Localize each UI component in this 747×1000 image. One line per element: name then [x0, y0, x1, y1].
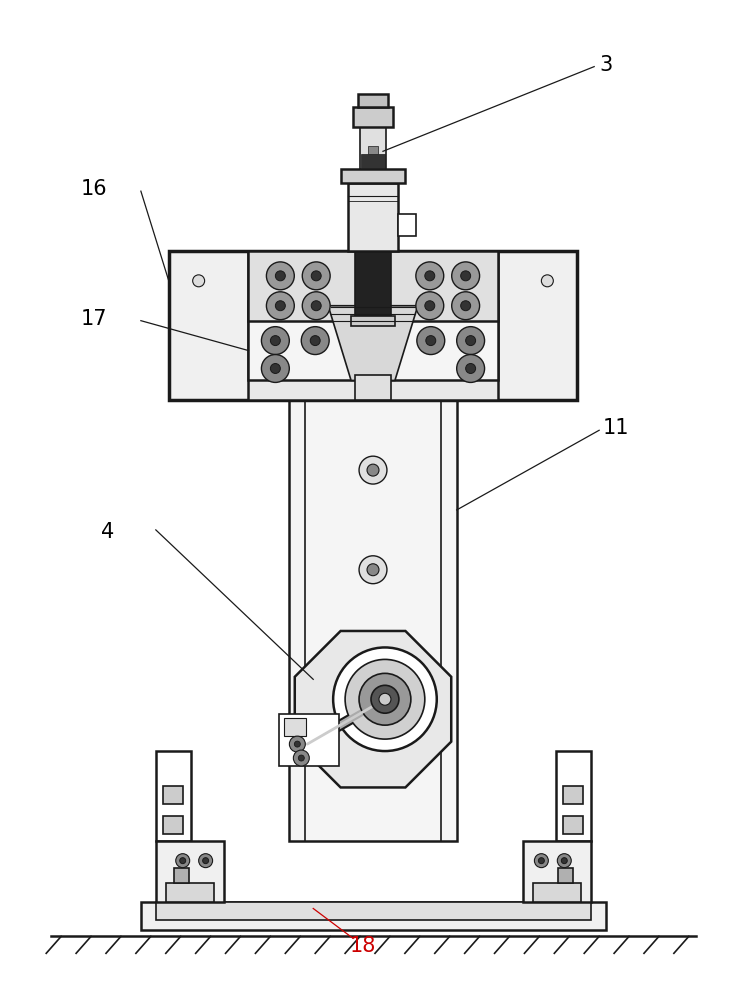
Circle shape — [452, 292, 480, 320]
Circle shape — [199, 854, 213, 868]
Circle shape — [416, 262, 444, 290]
Bar — [563, 786, 583, 804]
Bar — [348, 183, 398, 251]
Bar — [360, 127, 386, 169]
Circle shape — [261, 327, 289, 355]
Bar — [355, 375, 391, 400]
Circle shape — [310, 336, 320, 346]
Circle shape — [276, 301, 285, 311]
Circle shape — [311, 271, 321, 281]
Polygon shape — [295, 631, 451, 787]
Circle shape — [542, 275, 554, 287]
Polygon shape — [328, 306, 418, 380]
Bar — [398, 214, 416, 236]
Circle shape — [359, 556, 387, 584]
Bar — [285, 718, 306, 736]
Bar — [163, 786, 183, 804]
Circle shape — [367, 564, 379, 576]
Circle shape — [425, 301, 435, 311]
Bar — [355, 251, 391, 321]
Circle shape — [301, 327, 329, 355]
Bar — [156, 841, 223, 902]
Circle shape — [359, 673, 411, 725]
Bar — [368, 146, 378, 154]
Bar — [249, 251, 498, 321]
Text: 11: 11 — [603, 418, 630, 438]
Text: 3: 3 — [599, 55, 613, 75]
Circle shape — [202, 858, 208, 864]
Circle shape — [456, 355, 485, 382]
Bar — [563, 816, 583, 834]
Bar — [358, 94, 388, 107]
Circle shape — [379, 693, 391, 705]
Circle shape — [294, 741, 300, 747]
Circle shape — [333, 647, 437, 751]
Circle shape — [303, 292, 330, 320]
Circle shape — [465, 364, 476, 373]
Circle shape — [261, 355, 289, 382]
Circle shape — [180, 858, 186, 864]
Bar — [166, 883, 214, 902]
Bar — [156, 902, 591, 920]
Circle shape — [345, 659, 425, 739]
Circle shape — [456, 327, 485, 355]
Circle shape — [417, 327, 444, 355]
Bar — [533, 883, 581, 902]
Bar — [524, 841, 591, 902]
Circle shape — [561, 858, 567, 864]
Bar — [174, 868, 189, 883]
Circle shape — [461, 271, 471, 281]
Bar — [353, 107, 393, 127]
Circle shape — [425, 271, 435, 281]
Circle shape — [371, 685, 399, 713]
Bar — [341, 169, 405, 183]
Bar — [169, 251, 577, 400]
Circle shape — [452, 262, 480, 290]
Polygon shape — [279, 714, 339, 766]
Circle shape — [311, 301, 321, 311]
Circle shape — [270, 364, 280, 373]
Circle shape — [267, 292, 294, 320]
Circle shape — [426, 336, 436, 346]
Circle shape — [276, 271, 285, 281]
Bar — [557, 751, 591, 841]
Circle shape — [193, 275, 205, 287]
Circle shape — [289, 736, 306, 752]
Bar — [249, 301, 498, 380]
Circle shape — [416, 292, 444, 320]
Circle shape — [359, 456, 387, 484]
Circle shape — [461, 301, 471, 311]
Circle shape — [270, 336, 280, 346]
Bar — [289, 400, 456, 841]
Bar — [361, 154, 385, 168]
Bar — [351, 316, 395, 326]
Bar — [558, 868, 573, 883]
Bar — [156, 751, 190, 841]
Circle shape — [294, 750, 309, 766]
Circle shape — [267, 262, 294, 290]
Text: 4: 4 — [101, 522, 114, 542]
Text: 18: 18 — [350, 936, 376, 956]
Bar — [141, 902, 606, 930]
Circle shape — [303, 262, 330, 290]
Circle shape — [465, 336, 476, 346]
Circle shape — [534, 854, 548, 868]
Bar — [249, 251, 498, 400]
Circle shape — [539, 858, 545, 864]
Circle shape — [557, 854, 571, 868]
Circle shape — [298, 755, 304, 761]
Circle shape — [176, 854, 190, 868]
Circle shape — [367, 464, 379, 476]
Text: 16: 16 — [81, 179, 108, 199]
Bar — [163, 816, 183, 834]
Text: 17: 17 — [81, 309, 108, 329]
